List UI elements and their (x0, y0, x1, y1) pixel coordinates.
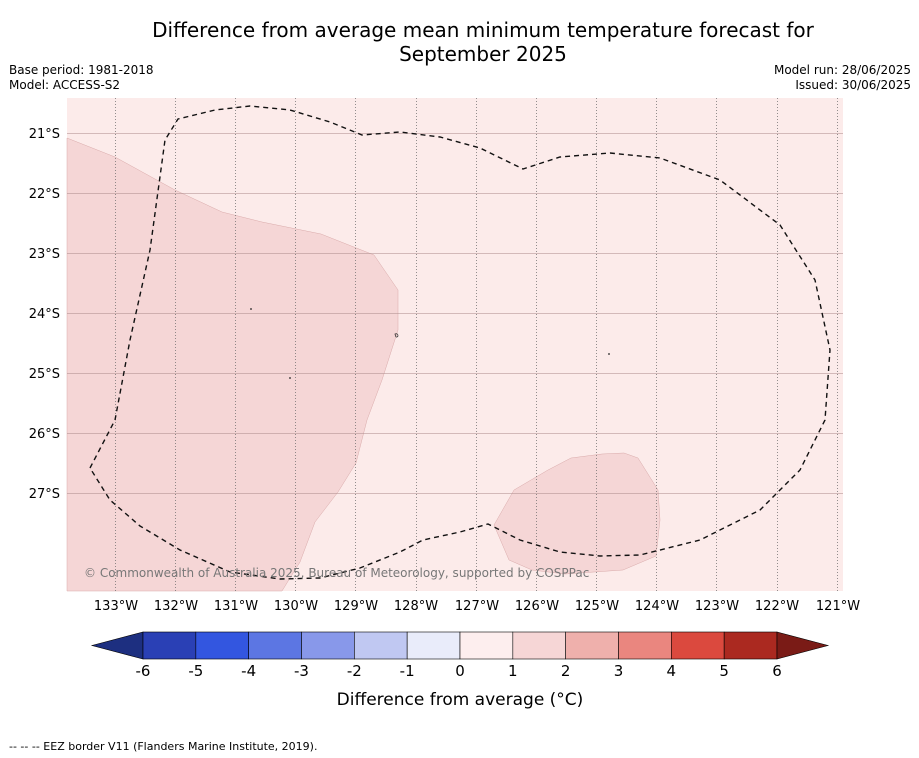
colorbar-bin (354, 631, 408, 660)
meta-right: Model run: 28/06/2025 Issued: 30/06/2025 (774, 63, 911, 93)
island-marker (289, 377, 291, 379)
lon-label: 126°W (515, 599, 559, 614)
colorbar-ticks: -6 -5 -4 -3 -2 -1 0 1 2 3 4 5 6 (136, 662, 782, 680)
base-period: Base period: 1981-2018 (9, 63, 154, 77)
colorbar-tick-label: 4 (667, 662, 677, 680)
lon-label: 133°W (94, 599, 138, 614)
colorbar-tick-label: 6 (772, 662, 782, 680)
longitude-gridlines (115, 98, 838, 591)
lon-label: 124°W (635, 599, 679, 614)
lon-label: 128°W (394, 599, 438, 614)
colorbar-tick-label: 1 (508, 662, 518, 680)
lon-label: 127°W (455, 599, 499, 614)
lat-label: 26°S (29, 427, 60, 442)
colorbar-tick-label: -3 (294, 662, 309, 680)
colorbar-extension-high (776, 631, 830, 660)
eez-border (89, 105, 831, 580)
lon-label: 132°W (154, 599, 198, 614)
colorbar-bin (459, 631, 514, 660)
colorbar-bin (565, 631, 619, 660)
meta-left: Base period: 1981-2018 Model: ACCESS-S2 (9, 63, 154, 93)
longitude-labels: 133°W 132°W 131°W 130°W 129°W 128°W 127°… (94, 599, 860, 614)
island-marker (608, 353, 610, 355)
lat-label: 27°S (29, 487, 60, 502)
lat-label: 22°S (29, 187, 60, 202)
title-line-1: Difference from average mean minimum tem… (152, 18, 814, 42)
colorbar-bin (618, 631, 672, 660)
lat-label: 21°S (29, 127, 60, 142)
lon-label: 122°W (755, 599, 799, 614)
latitude-labels: 21°S 22°S 23°S 24°S 25°S 26°S 27°S (29, 127, 60, 502)
colorbar (90, 631, 830, 660)
colorbar-tick-label: 5 (719, 662, 729, 680)
issued-date: Issued: 30/06/2025 (795, 78, 911, 92)
lon-label: 121°W (816, 599, 860, 614)
colorbar-bin (723, 631, 778, 660)
lat-label: 25°S (29, 367, 60, 382)
model-run: Model run: 28/06/2025 (773, 63, 911, 77)
colorbar-tick-label: 0 (455, 662, 465, 680)
colorbar-tick-label: 2 (561, 662, 571, 680)
colorbar-bin (248, 631, 302, 660)
islands (250, 308, 610, 379)
colorbar-tick-label: -6 (136, 662, 151, 680)
colorbar-bin (195, 631, 249, 660)
colorbar-tick-label: 3 (614, 662, 624, 680)
colorbar-bin (142, 631, 197, 660)
lon-label: 131°W (214, 599, 258, 614)
lon-label: 125°W (575, 599, 619, 614)
lon-label: 129°W (334, 599, 378, 614)
lon-label: 130°W (274, 599, 318, 614)
latitude-gridlines (67, 133, 843, 494)
lon-label: 123°W (695, 599, 739, 614)
colorbar-bin (406, 631, 461, 660)
lat-label: 24°S (29, 307, 60, 322)
lat-label: 23°S (29, 247, 60, 262)
island-marker (250, 308, 252, 310)
forecast-map: © Commonwealth of Australia 2025, Bureau… (29, 98, 860, 710)
chart-title: Difference from average mean minimum tem… (0, 18, 919, 66)
anomaly-region-southeast (493, 452, 661, 575)
colorbar-tick-label: -2 (347, 662, 362, 680)
model-name: Model: ACCESS-S2 (9, 78, 121, 92)
colorbar-tick-label: -5 (188, 662, 203, 680)
island-outline (394, 333, 399, 338)
copyright-text: © Commonwealth of Australia 2025, Bureau… (84, 566, 589, 580)
colorbar-bin (512, 631, 566, 660)
colorbar-tick-label: -1 (400, 662, 415, 680)
colorbar-bin (671, 631, 725, 660)
colorbar-tick-label: -4 (241, 662, 256, 680)
colorbar-bin (301, 631, 355, 660)
eez-footnote: -- -- -- EEZ border V11 (Flanders Marine… (9, 740, 318, 753)
colorbar-label: Difference from average (°C) (337, 690, 584, 710)
title-line-2: September 2025 (399, 42, 567, 66)
colorbar-extension-low (90, 631, 144, 660)
